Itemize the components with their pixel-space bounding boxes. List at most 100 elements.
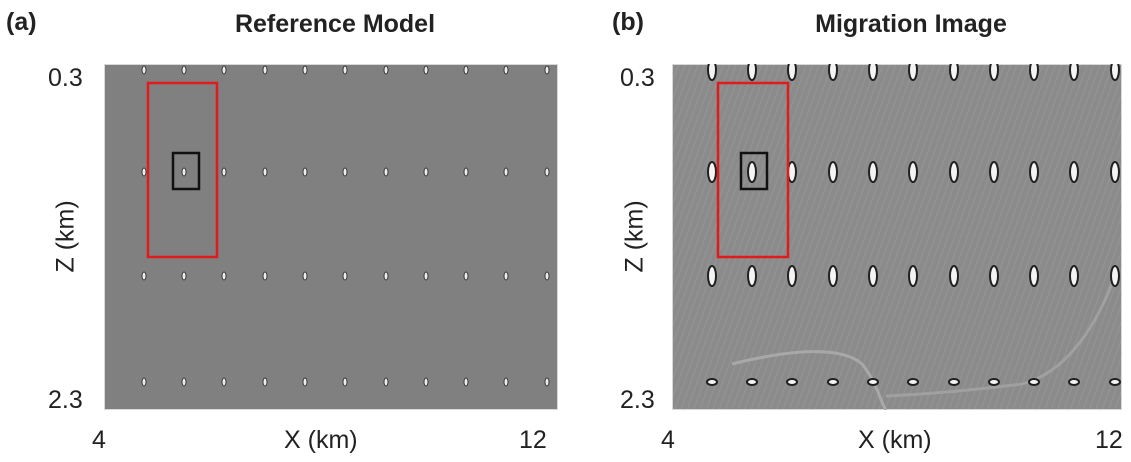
point-scatterer — [1029, 265, 1039, 287]
point-scatterer — [747, 265, 757, 287]
panel-b-image — [672, 64, 1122, 410]
point-scatterer — [262, 271, 268, 281]
point-scatterer — [828, 161, 838, 183]
panel-a-image — [104, 64, 558, 410]
point-scatterer — [1110, 265, 1120, 287]
point-scatterer — [342, 271, 348, 281]
panel-b-xtick-right: 12 — [1095, 426, 1123, 454]
point-scatterer — [868, 64, 878, 81]
point-scatterer — [503, 167, 509, 177]
point-scatterer — [221, 377, 227, 387]
point-scatterer — [867, 378, 879, 386]
point-scatterer — [463, 271, 469, 281]
point-scatterer — [1069, 64, 1079, 81]
panel-b-reflector-curve — [731, 350, 888, 410]
point-scatterer — [141, 377, 147, 387]
panel-b-ytick-top: 0.3 — [620, 64, 655, 92]
point-scatterer — [707, 265, 717, 287]
point-scatterer — [908, 161, 918, 183]
point-scatterer — [1069, 161, 1079, 183]
panel-a-black-box — [171, 151, 201, 191]
panel-a-title: Reference Model — [234, 10, 436, 38]
point-scatterer — [786, 378, 798, 386]
point-scatterer — [423, 377, 429, 387]
point-scatterer — [181, 377, 187, 387]
point-scatterer — [1069, 265, 1079, 287]
point-scatterer — [949, 161, 959, 183]
point-scatterer — [181, 65, 187, 75]
panel-b-ylabel: Z (km) — [620, 200, 649, 273]
point-scatterer — [181, 271, 187, 281]
point-scatterer — [342, 377, 348, 387]
point-scatterer — [544, 167, 550, 177]
point-scatterer — [221, 65, 227, 75]
point-scatterer — [1029, 161, 1039, 183]
point-scatterer — [868, 161, 878, 183]
point-scatterer — [746, 378, 758, 386]
panel-b-reflector-curve-2 — [885, 283, 1114, 398]
point-scatterer — [544, 65, 550, 75]
panel-b-ytick-bottom: 2.3 — [620, 386, 655, 414]
point-scatterer — [262, 65, 268, 75]
point-scatterer — [342, 65, 348, 75]
point-scatterer — [544, 271, 550, 281]
point-scatterer — [949, 64, 959, 81]
point-scatterer — [262, 167, 268, 177]
panel-b-xtick-left: 4 — [661, 426, 675, 454]
point-scatterer — [707, 161, 717, 183]
point-scatterer — [423, 167, 429, 177]
point-scatterer — [1068, 378, 1080, 386]
point-scatterer — [463, 65, 469, 75]
point-scatterer — [747, 161, 757, 183]
point-scatterer — [423, 65, 429, 75]
panel-a-xtick-left: 4 — [92, 426, 106, 454]
point-scatterer — [423, 271, 429, 281]
point-scatterer — [503, 271, 509, 281]
panel-a-background — [104, 64, 558, 410]
panel-a-xlabel: X (km) — [284, 426, 358, 454]
point-scatterer — [1110, 161, 1120, 183]
point-scatterer — [262, 377, 268, 387]
point-scatterer — [706, 378, 718, 386]
panel-b-label: (b) — [612, 8, 644, 36]
point-scatterer — [707, 64, 717, 81]
point-scatterer — [141, 167, 147, 177]
panel-a-scatter-points — [141, 65, 550, 387]
point-scatterer — [1110, 64, 1120, 81]
point-scatterer — [1028, 378, 1040, 386]
point-scatterer — [503, 377, 509, 387]
point-scatterer — [989, 161, 999, 183]
point-scatterer — [827, 378, 839, 386]
point-scatterer — [141, 271, 147, 281]
point-scatterer — [383, 377, 389, 387]
point-scatterer — [383, 65, 389, 75]
point-scatterer — [908, 265, 918, 287]
point-scatterer — [141, 65, 147, 75]
point-scatterer — [787, 64, 797, 81]
panel-a-xtick-right: 12 — [519, 426, 547, 454]
point-scatterer — [221, 271, 227, 281]
point-scatterer — [868, 265, 878, 287]
point-scatterer — [463, 167, 469, 177]
point-scatterer — [503, 65, 509, 75]
point-scatterer — [302, 65, 308, 75]
panel-b-background — [672, 64, 1122, 410]
point-scatterer — [342, 167, 348, 177]
point-scatterer — [302, 271, 308, 281]
panel-b-title: Migration Image — [815, 10, 1007, 38]
point-scatterer — [1029, 64, 1039, 81]
point-scatterer — [383, 271, 389, 281]
point-scatterer — [1109, 378, 1121, 386]
point-scatterer — [181, 167, 187, 177]
point-scatterer — [221, 167, 227, 177]
panel-a-red-box — [146, 81, 219, 259]
panel-a-ytick-bottom: 2.3 — [48, 386, 83, 414]
point-scatterer — [544, 377, 550, 387]
point-scatterer — [302, 377, 308, 387]
point-scatterer — [989, 64, 999, 81]
point-scatterer — [787, 265, 797, 287]
panel-a-ylabel: Z (km) — [51, 200, 80, 273]
panel-b-black-box — [739, 151, 769, 191]
point-scatterer — [383, 167, 389, 177]
panel-b-scatter-points — [706, 64, 1121, 386]
